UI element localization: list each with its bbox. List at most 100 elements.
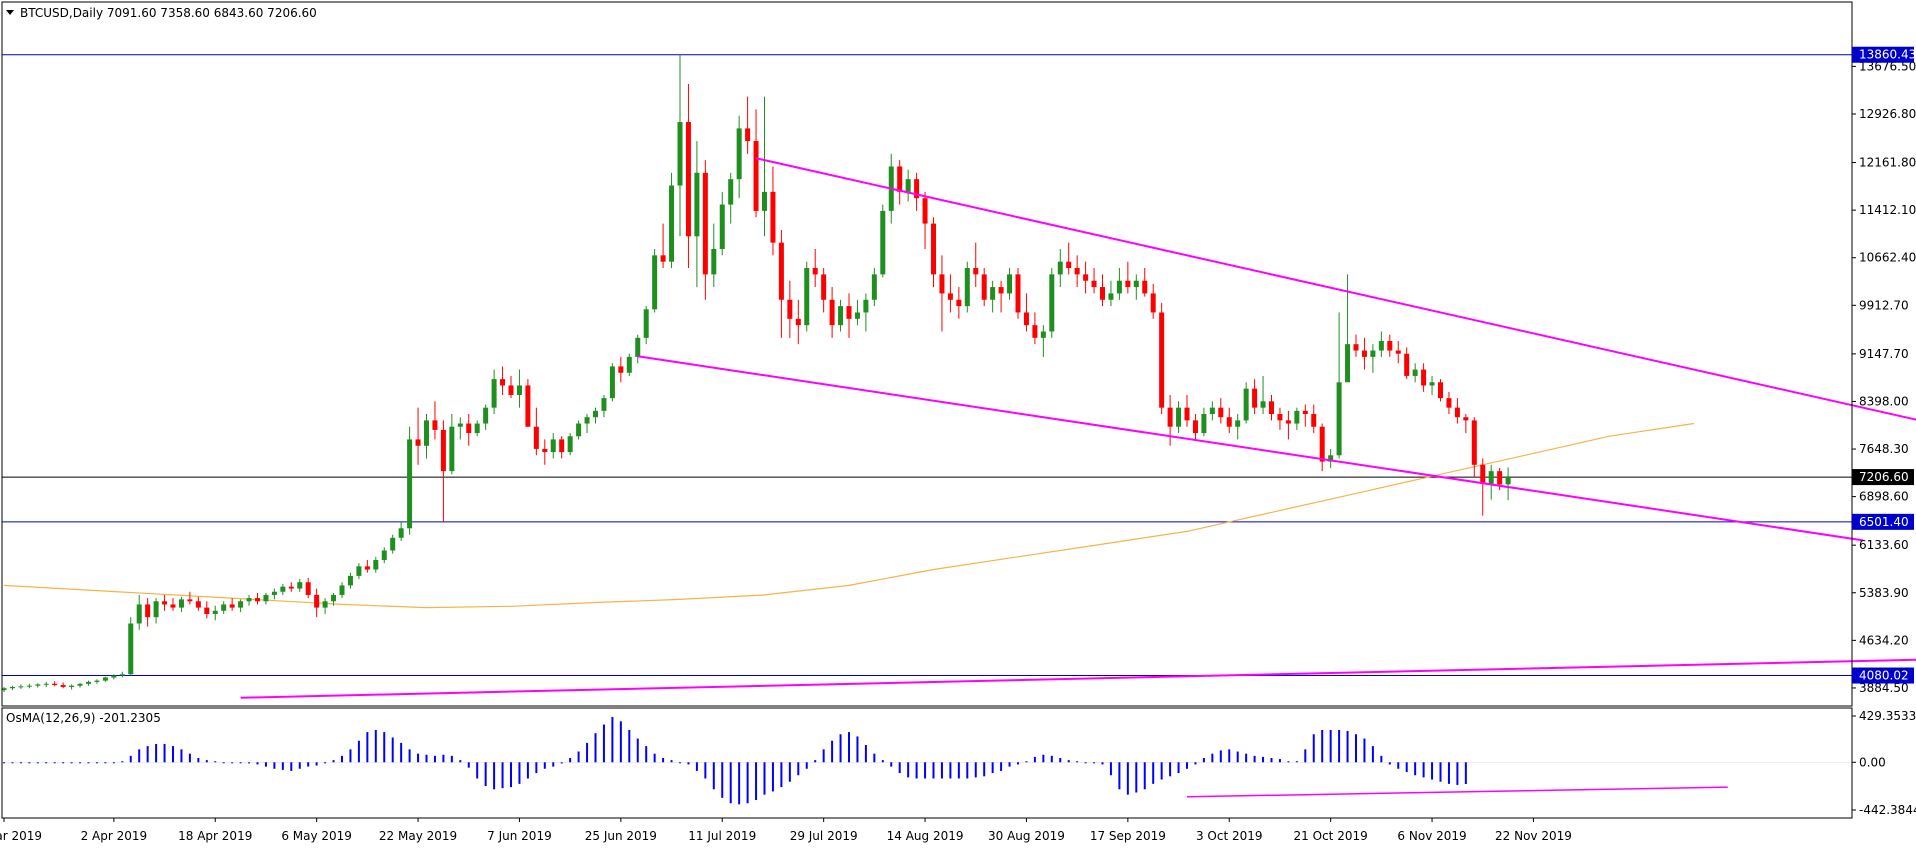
- candle-body: [947, 293, 953, 300]
- candle-body: [1125, 280, 1131, 288]
- candle-body: [1277, 414, 1283, 421]
- time-tick-label: 22 Nov 2019: [1495, 829, 1572, 843]
- candle-body: [863, 299, 869, 313]
- candle-body: [542, 448, 548, 453]
- candle-body: [1074, 268, 1080, 275]
- candle-body: [297, 582, 303, 589]
- osma-legend-text: OsMA(12,26,9) -201.2305: [6, 711, 161, 725]
- candle-body: [1218, 407, 1224, 418]
- candle-body: [1480, 464, 1486, 484]
- candle-body: [576, 423, 582, 437]
- time-tick-label: 6 May 2019: [281, 829, 352, 843]
- price-tick-label: 13676.50: [1859, 59, 1916, 73]
- candle-body: [331, 594, 337, 602]
- candle-body: [922, 198, 928, 224]
- candle-body: [221, 604, 227, 611]
- candle-body: [1361, 350, 1367, 357]
- candle-body: [669, 185, 675, 262]
- price-pane: [1, 54, 1916, 699]
- candle-body: [508, 385, 514, 395]
- candle-body: [1370, 350, 1376, 357]
- candle-body: [838, 306, 844, 326]
- price-tick-label: 3884.50: [1859, 681, 1909, 695]
- moving-average-line: [3, 422, 1695, 609]
- candle-body: [162, 601, 168, 605]
- candle-body: [660, 255, 666, 262]
- candle-body: [1108, 293, 1114, 300]
- candle-body: [1150, 293, 1156, 313]
- candle-body: [821, 274, 827, 300]
- candle-body: [102, 677, 108, 681]
- osma-pane: [2, 717, 1852, 805]
- candle-body: [153, 601, 159, 618]
- candle-body: [998, 287, 1004, 294]
- price-tick-label: 6133.60: [1859, 538, 1909, 552]
- time-tick-label: 6 Nov 2019: [1397, 829, 1466, 843]
- candle-body: [694, 172, 700, 237]
- candle-body: [373, 560, 379, 570]
- candle-body: [1057, 261, 1063, 275]
- candle-body: [288, 586, 294, 589]
- candle-body: [593, 410, 598, 418]
- candle-body: [871, 274, 877, 300]
- candle-body: [812, 268, 818, 275]
- candle-body: [1294, 410, 1300, 424]
- candle-body: [466, 423, 472, 434]
- candle-body: [516, 385, 522, 395]
- candle-body: [914, 179, 920, 199]
- candle-body: [931, 223, 936, 275]
- candle-body: [1091, 280, 1097, 288]
- candle-body: [229, 604, 235, 608]
- time-tick-label: 25 Jun 2019: [585, 829, 657, 843]
- price-tick-label: 9912.70: [1859, 298, 1909, 312]
- candle-body: [846, 306, 852, 319]
- candle-body: [1049, 274, 1055, 332]
- dropdown-triangle-icon[interactable]: [6, 10, 14, 15]
- candle-body: [280, 586, 286, 592]
- candle-body: [1023, 312, 1029, 326]
- candle-body: [204, 607, 210, 614]
- candle-body: [939, 274, 945, 294]
- candle-body: [1471, 420, 1477, 465]
- candle-body: [736, 128, 742, 180]
- price-tag-label: 6501.40: [1859, 515, 1909, 529]
- time-tick-label: 22 May 2019: [379, 829, 457, 843]
- candle-body: [339, 585, 345, 595]
- candle-body: [1429, 382, 1435, 386]
- candle-body: [415, 439, 421, 446]
- candle-body: [432, 420, 438, 430]
- price-legend: BTCUSD,Daily 7091.60 7358.60 6843.60 720…: [6, 6, 317, 20]
- candle-body: [1260, 401, 1266, 408]
- candle-body: [94, 680, 100, 682]
- price-tick-label: 5383.90: [1859, 586, 1909, 600]
- price-tick-label: 12161.80: [1859, 156, 1916, 170]
- candle-body: [753, 141, 759, 211]
- candle-body: [9, 686, 15, 689]
- price-tick-label: 11412.10: [1859, 203, 1916, 217]
- candle-body: [981, 274, 987, 300]
- price-tick-label: 4634.20: [1859, 633, 1909, 647]
- time-tick-label: 7 Jun 2019: [487, 829, 552, 843]
- time-tick-label: 29 Jul 2019: [790, 829, 858, 843]
- trend-line: [240, 658, 1916, 699]
- candle-body: [829, 299, 835, 326]
- candle-body: [1226, 417, 1232, 427]
- candle-body: [212, 610, 218, 614]
- candle-body: [1167, 407, 1173, 427]
- price-tag-label: 4080.02: [1859, 669, 1909, 683]
- candle-body: [1395, 350, 1401, 354]
- price-tag-label: 13860.43: [1859, 48, 1916, 62]
- time-tick-label: 30 Aug 2019: [988, 829, 1065, 843]
- candle-body: [381, 550, 387, 561]
- candle-body: [1032, 325, 1038, 338]
- candle-body: [111, 675, 117, 678]
- candle-body: [626, 356, 632, 373]
- candle-body: [778, 242, 784, 300]
- candle-body: [1015, 274, 1021, 313]
- candle-body: [550, 439, 556, 453]
- time-tick-label: 21 Oct 2019: [1294, 829, 1368, 843]
- candle-body: [119, 674, 125, 676]
- candle-body: [1387, 341, 1393, 351]
- candle-body: [1378, 341, 1384, 351]
